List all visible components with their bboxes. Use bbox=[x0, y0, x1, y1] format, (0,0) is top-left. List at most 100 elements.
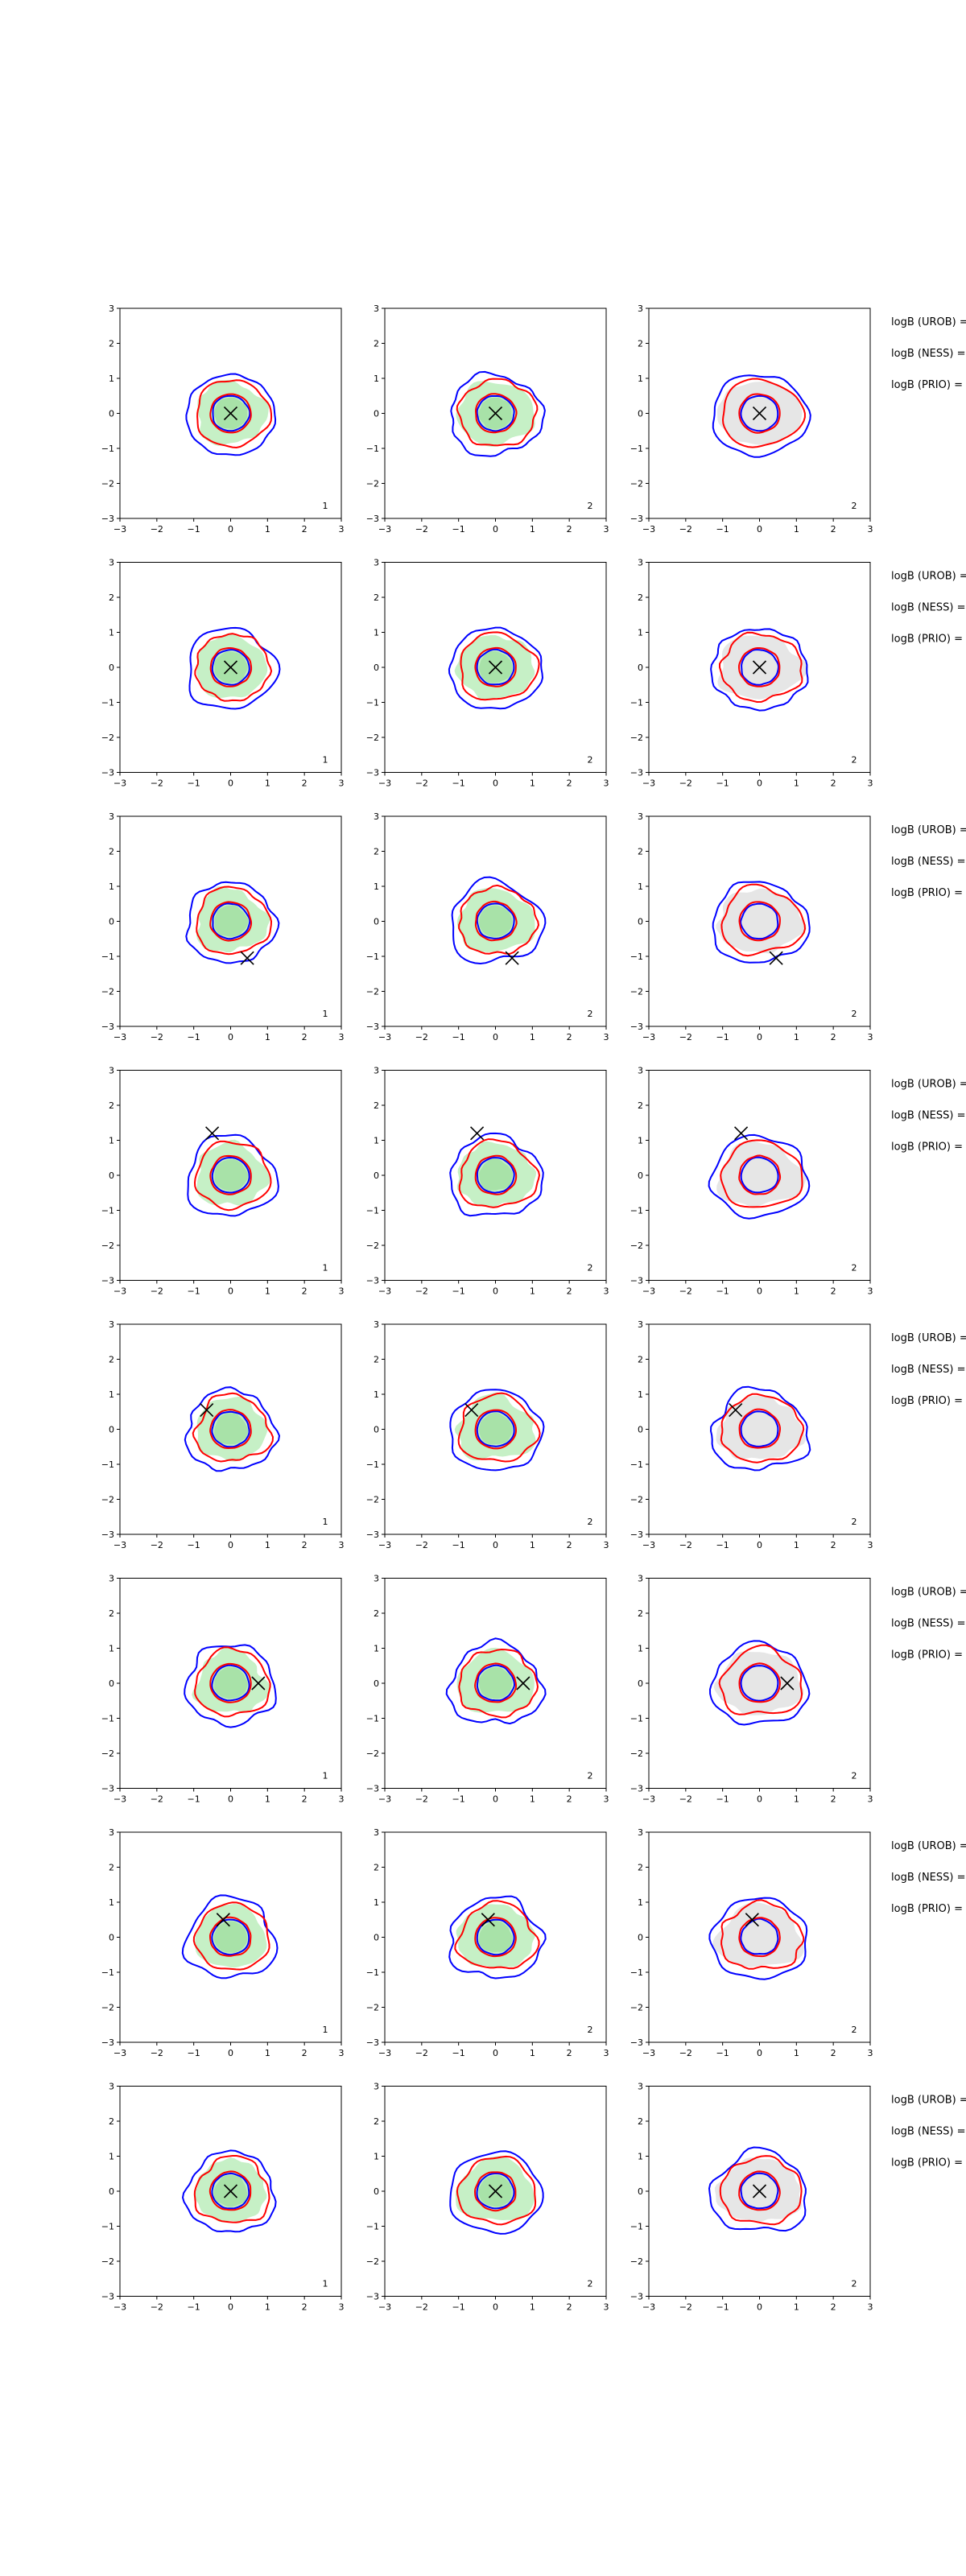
x-tick-label: 1 bbox=[794, 524, 799, 535]
x-tick-label: 0 bbox=[228, 524, 233, 535]
blue-contour-outer bbox=[181, 1894, 279, 1979]
y-tick-label: 3 bbox=[374, 811, 379, 822]
y-tick-label: 2 bbox=[638, 847, 643, 857]
x-tick-label: 0 bbox=[228, 1540, 233, 1550]
y-tick-label: 3 bbox=[638, 303, 643, 314]
y-tick-label: −1 bbox=[630, 2222, 643, 2232]
blue-contour-outer bbox=[188, 626, 281, 710]
red-contour-outer bbox=[457, 1392, 541, 1463]
x-tick-label: 0 bbox=[228, 778, 233, 789]
panel-number-label: 2 bbox=[852, 2279, 857, 2289]
x-tick-label: 0 bbox=[228, 2048, 233, 2058]
y-tick-label: 0 bbox=[374, 1170, 379, 1181]
panel-r1-c2: −3 −2 −1 0 1 2 3 3 2 1 0 −1 −2 −3 2 bbox=[366, 303, 609, 535]
red-contour-inner bbox=[738, 1154, 782, 1195]
x-tick-label: −1 bbox=[716, 1540, 729, 1550]
x-tick-label: −1 bbox=[452, 1286, 465, 1297]
x-tick-label: 3 bbox=[604, 1032, 609, 1042]
y-tick-label: 0 bbox=[109, 1933, 114, 1943]
x-tick-label: −3 bbox=[378, 1032, 391, 1042]
y-tick-label: −1 bbox=[366, 952, 379, 962]
panel-r3-c1: −3 −2 −1 0 1 2 3 3 2 1 0 −1 −2 −3 1 bbox=[101, 811, 345, 1042]
logb-label: logB (PRIO) = bbox=[891, 634, 963, 646]
blue-contour-inner bbox=[740, 394, 779, 432]
x-tick-label: 0 bbox=[757, 524, 762, 535]
x-tick-label: 2 bbox=[302, 2048, 308, 2058]
y-tick-label: 2 bbox=[374, 2116, 379, 2127]
panel-r6-c3: −3 −2 −1 0 1 2 3 3 2 1 0 −1 −2 −3 2 bbox=[630, 1574, 873, 1805]
blue-contour-inner bbox=[476, 2172, 515, 2210]
y-tick-label: −1 bbox=[366, 1206, 379, 1216]
y-tick-label: 2 bbox=[109, 592, 114, 603]
red-contour-inner bbox=[209, 647, 253, 687]
y-tick-label: 3 bbox=[638, 811, 643, 822]
red-contour-inner bbox=[209, 901, 253, 942]
true-value-marker bbox=[488, 660, 503, 675]
x-tick-label: 0 bbox=[493, 1032, 498, 1042]
x-tick-label: 1 bbox=[794, 1794, 799, 1805]
blue-contour-inner bbox=[476, 395, 515, 432]
y-tick-label: 3 bbox=[638, 2082, 643, 2092]
x-tick-label: 2 bbox=[567, 524, 572, 535]
true-value-marker bbox=[240, 951, 254, 965]
panel-number-label: 2 bbox=[588, 1517, 593, 1527]
x-tick-label: 2 bbox=[831, 1286, 836, 1297]
logb-label: logB (NESS) = bbox=[891, 2126, 965, 2138]
x-tick-label: 1 bbox=[530, 1032, 535, 1042]
y-tick-label: 2 bbox=[638, 1863, 643, 1873]
x-tick-label: 2 bbox=[567, 2048, 572, 2058]
x-tick-label: −1 bbox=[716, 778, 729, 789]
y-tick-label: −1 bbox=[101, 1714, 114, 1724]
y-tick-label: −3 bbox=[101, 1784, 114, 1794]
logb-label: logB (PRIO) = bbox=[891, 1649, 963, 1662]
logb-label: logB (NESS) = bbox=[891, 1364, 965, 1376]
x-tick-label: −1 bbox=[188, 2302, 200, 2313]
blue-contour-inner bbox=[211, 1918, 250, 1956]
x-tick-label: −3 bbox=[642, 1540, 655, 1550]
y-tick-label: 3 bbox=[374, 303, 379, 314]
blue-contour-outer bbox=[449, 2150, 544, 2235]
x-tick-label: 3 bbox=[339, 524, 345, 535]
x-tick-label: 1 bbox=[530, 524, 535, 535]
x-tick-label: −3 bbox=[114, 524, 126, 535]
red-contour-inner bbox=[738, 393, 781, 434]
blue-contour-inner bbox=[740, 1156, 779, 1194]
x-tick-label: −3 bbox=[114, 1794, 126, 1805]
x-tick-label: −2 bbox=[679, 2302, 692, 2313]
blue-contour-inner bbox=[476, 902, 515, 939]
y-tick-label: 1 bbox=[638, 881, 643, 892]
logb-label: logB (PRIO) = bbox=[891, 1903, 963, 1915]
x-tick-label: 0 bbox=[493, 778, 498, 789]
panel-number-label: 1 bbox=[323, 2279, 328, 2289]
x-tick-label: −2 bbox=[151, 1540, 163, 1550]
x-tick-label: −3 bbox=[642, 1794, 655, 1805]
x-tick-label: 1 bbox=[530, 2048, 535, 2058]
y-tick-label: 2 bbox=[374, 1863, 379, 1873]
y-tick-label: 1 bbox=[109, 1136, 114, 1146]
x-tick-label: −3 bbox=[378, 524, 391, 535]
y-tick-label: −3 bbox=[366, 1530, 379, 1540]
x-tick-label: 0 bbox=[228, 1794, 233, 1805]
y-tick-label: −3 bbox=[101, 514, 114, 524]
panel-r1-c3: −3 −2 −1 0 1 2 3 3 2 1 0 −1 −2 −3 2 bbox=[630, 303, 873, 535]
x-tick-label: −2 bbox=[151, 524, 163, 535]
y-tick-label: −1 bbox=[101, 1459, 114, 1470]
panel-number-label: 1 bbox=[323, 755, 328, 766]
y-tick-label: −3 bbox=[366, 1276, 379, 1286]
y-tick-label: 3 bbox=[638, 1319, 643, 1330]
red-contour-outer bbox=[718, 1644, 803, 1715]
x-tick-label: −2 bbox=[415, 1032, 428, 1042]
blue-contour-outer bbox=[712, 881, 811, 964]
y-tick-label: 3 bbox=[374, 1066, 379, 1076]
x-tick-label: 0 bbox=[493, 1286, 498, 1297]
x-tick-label: −1 bbox=[188, 1794, 200, 1805]
y-tick-label: −1 bbox=[101, 444, 114, 454]
logb-label: logB (NESS) = bbox=[891, 1618, 965, 1630]
x-tick-label: −1 bbox=[452, 1794, 465, 1805]
red-contour-inner bbox=[474, 1409, 517, 1450]
blue-contour-outer bbox=[184, 1644, 277, 1728]
y-tick-label: 3 bbox=[638, 1574, 643, 1584]
true-value-marker bbox=[200, 1403, 214, 1418]
panel-number-label: 2 bbox=[588, 1771, 593, 1781]
y-tick-label: 2 bbox=[109, 1608, 114, 1619]
